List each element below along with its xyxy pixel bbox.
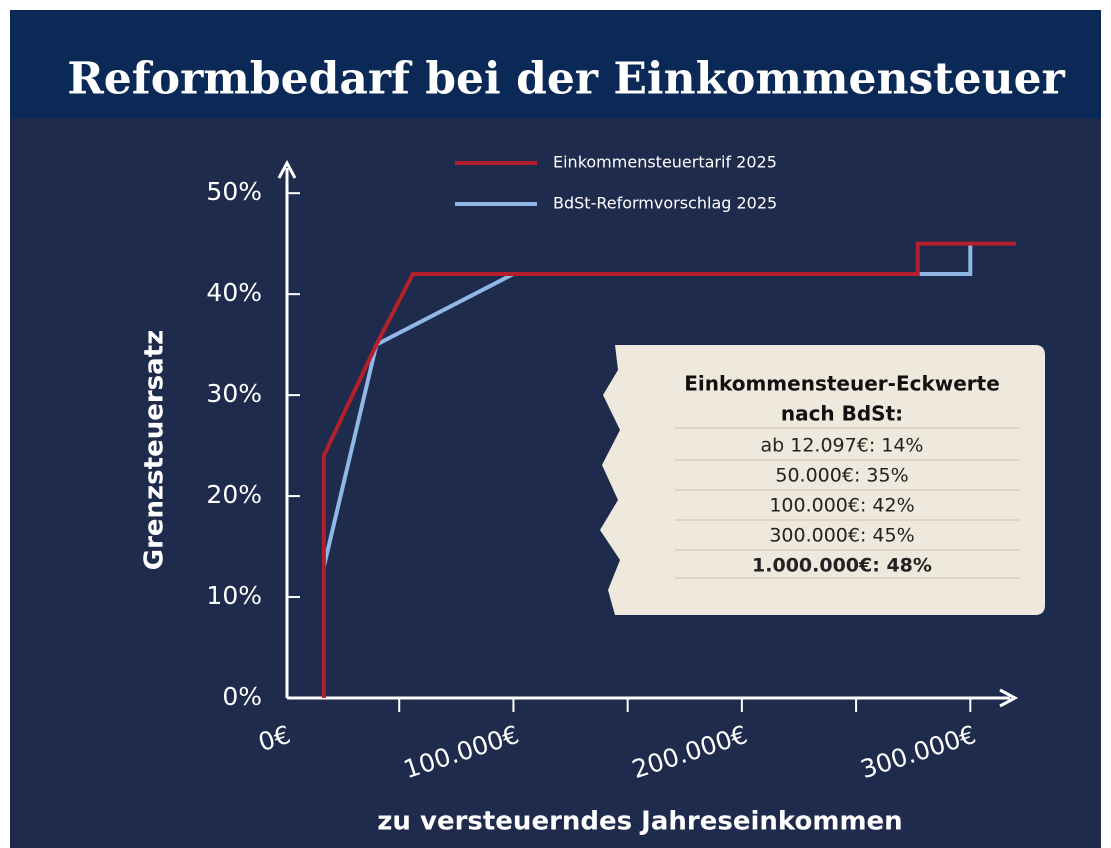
y-tick-label: 0% bbox=[222, 682, 262, 711]
y-tick-label: 20% bbox=[206, 480, 262, 509]
y-tick-label: 30% bbox=[206, 379, 262, 408]
y-tick-label: 50% bbox=[206, 177, 262, 206]
annotation-title: Einkommensteuer-Eckwerte bbox=[684, 372, 1000, 396]
series-line bbox=[321, 241, 1016, 698]
legend-label: Einkommensteuertarif 2025 bbox=[553, 153, 777, 172]
legend-label: BdSt-Reformvorschlag 2025 bbox=[553, 194, 777, 213]
x-arrow bbox=[999, 688, 1019, 708]
annotation-box bbox=[600, 345, 1045, 615]
y-arrow bbox=[277, 159, 297, 179]
chart-title: Reformbedarf bei der Einkommensteuer bbox=[67, 54, 1065, 105]
y-axis-label: Grenzsteuersatz bbox=[140, 330, 170, 571]
x-axis-label: zu versteuerndes Jahreseinkommen bbox=[377, 807, 902, 837]
annotation-line: 100.000€: 42% bbox=[769, 495, 914, 517]
annotation-line: 300.000€: 45% bbox=[769, 525, 914, 547]
y-tick-label: 10% bbox=[206, 581, 262, 610]
annotation-line: 1.000.000€: 48% bbox=[752, 555, 932, 577]
annotation-line: ab 12.097€: 14% bbox=[761, 435, 924, 457]
annotation-title: nach BdSt: bbox=[781, 402, 903, 426]
annotation-line: 50.000€: 35% bbox=[775, 465, 908, 487]
y-tick-label: 40% bbox=[206, 278, 262, 307]
header bbox=[10, 10, 1101, 118]
